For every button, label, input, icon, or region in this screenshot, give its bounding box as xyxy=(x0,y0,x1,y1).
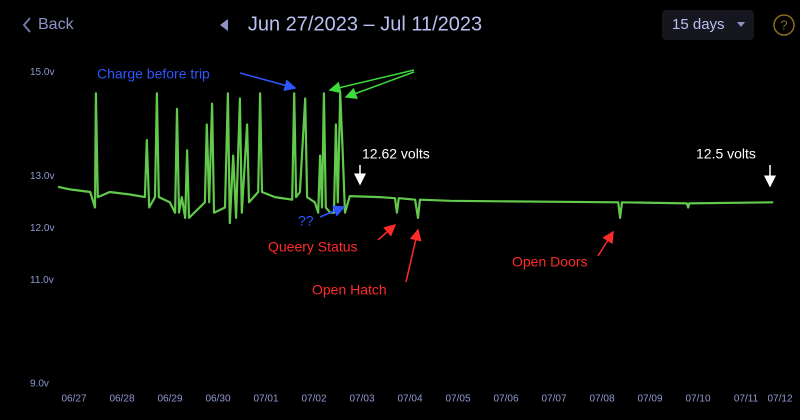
period-label: 15 days xyxy=(672,16,725,33)
x-tick-label: 07/11 xyxy=(734,394,759,405)
voltage-line xyxy=(57,92,774,225)
y-tick-label: 11.0v xyxy=(30,275,54,286)
x-tick-label: 07/02 xyxy=(301,394,326,405)
annotation-arrows xyxy=(239,69,776,283)
x-tick-label: 07/12 xyxy=(767,394,792,405)
arrow xyxy=(239,72,297,92)
arrow xyxy=(597,230,614,257)
x-tick-label: 07/07 xyxy=(541,394,566,405)
back-icon xyxy=(22,17,31,33)
y-tick-label: 15.0v xyxy=(30,67,54,78)
annotation: Open Hatch xyxy=(312,282,387,298)
x-tick-label: 07/06 xyxy=(493,394,518,405)
annotation: Open Doors xyxy=(512,254,587,270)
prev-period[interactable] xyxy=(220,19,228,31)
x-tick-label: 07/09 xyxy=(637,394,662,405)
x-tick-label: 07/10 xyxy=(685,394,710,405)
annotation: Queery Status xyxy=(268,239,358,255)
date-range: Jun 27/2023 – Jul 11/2023 xyxy=(248,13,482,35)
x-tick-label: 06/28 xyxy=(109,394,134,405)
annotation: 12.62 volts xyxy=(362,146,430,162)
y-tick-label: 13.0v xyxy=(30,171,54,182)
x-tick-label: 07/01 xyxy=(253,394,278,405)
y-tick-label: 12.0v xyxy=(30,223,54,234)
arrow xyxy=(328,69,415,94)
back-button[interactable]: Back xyxy=(22,16,75,33)
x-tick-label: 06/27 xyxy=(61,394,86,405)
x-tick-label: 07/04 xyxy=(397,394,422,405)
period-caret xyxy=(737,22,745,27)
x-tick-label: 07/05 xyxy=(445,394,470,405)
back-label: Back xyxy=(38,16,75,33)
x-tick-label: 07/03 xyxy=(349,394,374,405)
help-label: ? xyxy=(780,17,787,32)
annotation: ?? xyxy=(298,213,314,229)
annotation: Charge before trip xyxy=(97,66,210,82)
help-button[interactable] xyxy=(773,14,795,36)
arrow xyxy=(319,205,346,218)
annotation: 12.5 volts xyxy=(696,146,756,162)
x-tick-label: 06/29 xyxy=(157,394,182,405)
arrow xyxy=(344,71,415,100)
period-button[interactable] xyxy=(662,10,754,40)
x-tick-label: 06/30 xyxy=(205,394,230,405)
arrow xyxy=(377,224,397,241)
y-tick-label: 9.0v xyxy=(30,379,49,390)
x-tick-label: 07/08 xyxy=(589,394,614,405)
plot: 15.0v 13.0v 12.0v 11.0v 9.0v 06/27 06/28 06/29 0… xyxy=(30,67,793,404)
arrow xyxy=(405,228,422,283)
